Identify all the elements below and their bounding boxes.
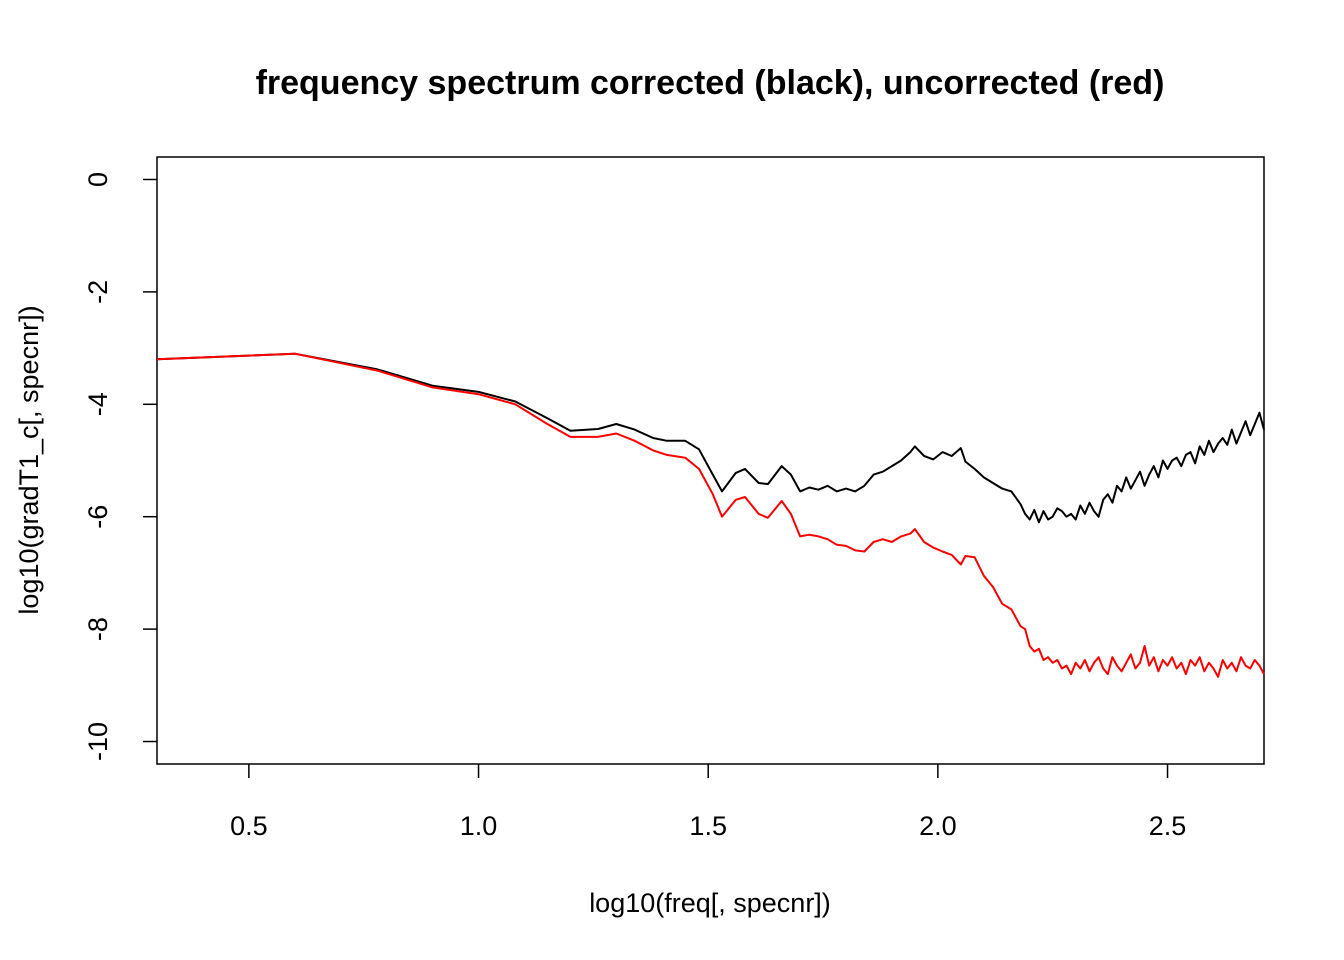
y-tick-label: 0 xyxy=(83,172,113,187)
y-tick-label: -4 xyxy=(83,392,113,416)
y-axis: 0 -2 -4 -6 -8 -10 xyxy=(83,172,157,761)
series-line-red xyxy=(156,352,1265,678)
x-tick-label: 1.5 xyxy=(689,811,727,841)
y-axis-label: log10(gradT1_c[, specnr]) xyxy=(14,305,44,614)
series-layer xyxy=(156,352,1265,678)
x-tick-label: 0.5 xyxy=(230,811,268,841)
y-tick-label: -8 xyxy=(83,617,113,641)
x-axis-label: log10(freq[, specnr]) xyxy=(589,888,831,918)
x-tick-label: 2.5 xyxy=(1149,811,1187,841)
y-tick-label: -10 xyxy=(83,722,113,761)
series-line-black xyxy=(156,352,1265,524)
x-axis: 0.5 1.0 1.5 2.0 2.5 xyxy=(230,764,1186,841)
x-tick-label: 2.0 xyxy=(919,811,957,841)
y-tick-label: -2 xyxy=(83,280,113,304)
x-tick-label: 1.0 xyxy=(460,811,498,841)
chart-title: frequency spectrum corrected (black), un… xyxy=(256,64,1165,102)
y-tick-label: -6 xyxy=(83,505,113,529)
plot-frame xyxy=(156,156,1265,765)
